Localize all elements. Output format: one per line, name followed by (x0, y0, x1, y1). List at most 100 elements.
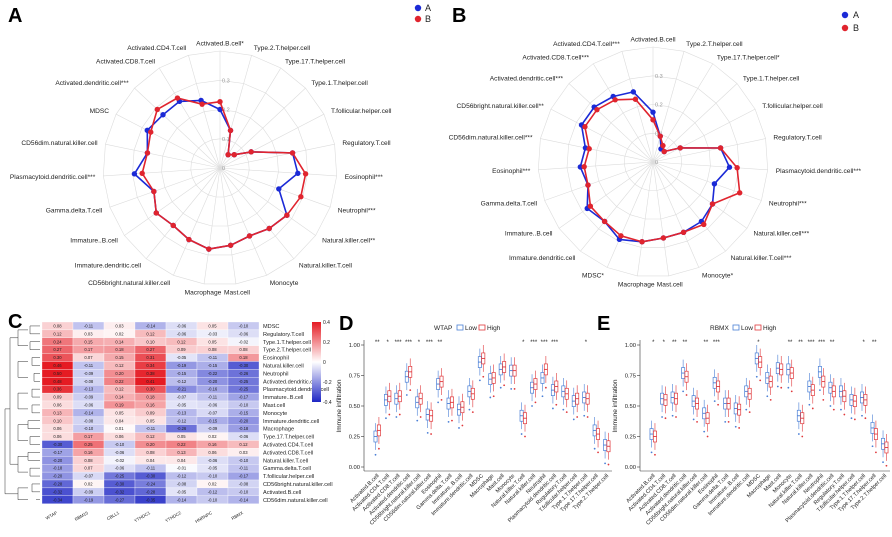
radar-axis-label: Natural.killer.cell*** (753, 230, 809, 237)
radar-axis-label: T.follicular.helper.cell (331, 108, 392, 115)
heatmap-cell-value: -0.06 (208, 402, 218, 407)
dendrogram-branch (29, 341, 40, 350)
legend-label-b: B (425, 14, 431, 24)
radar-spoke (540, 138, 654, 163)
dendrogram-branch (27, 452, 40, 461)
heatmap-row-label: Immature.dendritic.cell (263, 419, 319, 425)
radar-axis-label: Plasmacytoid.dendritic.cell*** (776, 168, 862, 175)
boxplot-y-tick-label: 0.50 (625, 404, 636, 410)
dendrogram-branch (33, 373, 40, 382)
heatmap-cell-value: 0.13 (53, 410, 62, 415)
panel-label-c: C (8, 311, 22, 333)
heatmap-cell-value: 0.03 (239, 450, 248, 455)
heatmap-row-label: Type.2.T.helper.cell (263, 348, 311, 354)
radar-spoke (637, 161, 654, 276)
radar-point-B (174, 95, 181, 101)
radar-series-line-A (133, 99, 299, 250)
radar-grid-ring (132, 79, 308, 256)
radar-point-B (148, 129, 154, 135)
legend-dot-a (841, 11, 849, 19)
radar-point-B (618, 233, 624, 239)
radar-point-A (276, 186, 282, 192)
heatmap-cell-value: -0.08 (239, 481, 249, 486)
radar-axis-label: Activated.CD4.T.cell (127, 45, 187, 52)
radar-point-B (639, 239, 645, 245)
heatmap-cell-value: -0.30 (146, 474, 156, 479)
boxplot-outlier-low (787, 386, 790, 389)
boxplot-outlier-low (797, 433, 800, 435)
boxplot-significance: *** (808, 340, 816, 346)
radar-spoke (652, 161, 669, 276)
heatmap-cell-value: 0.18 (146, 395, 155, 400)
heatmap-cell-value: -0.08 (84, 418, 94, 423)
heatmap-row-label: Gamma.delta.T.cell (263, 466, 311, 472)
radar-spoke (219, 55, 252, 169)
boxplot-outlier-low (829, 405, 832, 407)
radar-axis-label: Regulatory.T.cell (342, 140, 391, 147)
radar-point-B (660, 142, 666, 149)
boxplot-outlier-high (378, 447, 380, 450)
heatmap-cell-value: -0.12 (177, 418, 187, 423)
heatmap-row-label: Activated.CD8.T.cell (263, 450, 313, 456)
boxplot-outlier-high (440, 399, 443, 401)
radar-spoke (203, 167, 221, 284)
heatmap-cell-value: -0.19 (84, 497, 94, 502)
radar-point-B (657, 133, 663, 139)
radar-spoke (219, 167, 295, 259)
radar-axis-label: MDSC* (582, 272, 604, 279)
legend-label-b: B (853, 23, 859, 33)
heatmap-cell-value: 0.06 (53, 402, 62, 407)
heatmap-cell-value: 0.05 (115, 410, 124, 415)
boxplot-e: RBMX Low High 0.00 0.25 0.50 0.75 1.00 Immune in… (612, 324, 890, 527)
heatmap-row-label: Immature..B.cell (263, 395, 303, 401)
radar-point-B (225, 151, 231, 158)
boxplot-significance: * (386, 340, 389, 346)
boxplot-significance: ** (437, 340, 442, 346)
heatmap-color-bar (312, 322, 321, 402)
heatmap-cell-value: -0.15 (208, 418, 218, 423)
dendrogram-branch (31, 357, 40, 366)
radar-point-B (151, 188, 157, 195)
radar-ring-tick: 0.3 (222, 78, 230, 84)
boxplot-outlier-low (458, 427, 460, 429)
heatmap-cell-value: -0.05 (177, 355, 187, 360)
heatmap-row-label: Natural.killer.T.cell (263, 458, 308, 464)
radar-spoke (219, 167, 237, 284)
boxplot-outlier-low (692, 418, 695, 421)
heatmap-cell-value: -0.06 (115, 466, 125, 471)
boxplot-outlier-high (503, 384, 506, 387)
boxplot-significance: ** (788, 340, 793, 346)
radar-axis-label: Type.2.T.helper.cell (686, 41, 743, 48)
heatmap-cell-value: 0.19 (115, 402, 124, 407)
radar-axis-label: CD56dim.natural.killer.cell (21, 140, 98, 147)
heatmap-cell-value: 0.36 (53, 387, 62, 392)
radar-spoke (219, 167, 316, 236)
boxplot-outlier-high (555, 403, 558, 406)
heatmap-cell-value: -0.10 (84, 426, 94, 431)
heatmap-cell-value: -0.13 (84, 387, 94, 392)
heatmap-cell-value: 0.18 (239, 355, 248, 360)
heatmap-scale-tick: 0.2 (323, 340, 330, 346)
boxplot-outlier-high (885, 464, 888, 467)
boxplot-outlier-low (871, 445, 874, 448)
radar-spoke (652, 161, 768, 171)
boxplot-outlier-low (671, 414, 674, 417)
heatmap-row-label: Activated.dendritic.cell (263, 379, 319, 385)
boxplot-outlier-high (832, 408, 835, 411)
radar-point-B (601, 218, 608, 225)
heatmap-cell-value: -0.19 (177, 363, 187, 368)
heatmap-cell-value: -0.14 (177, 497, 187, 502)
heatmap-cell-value: -0.32 (115, 489, 125, 494)
boxplot-significance: *** (426, 340, 434, 346)
legend-dot-a (414, 4, 422, 12)
heatmap-cell-value: -0.06 (177, 323, 187, 328)
legend-key-low (456, 324, 464, 331)
heatmap-row-label: T.follicular.helper.cell (263, 474, 314, 480)
boxplot-significance: * (522, 340, 525, 346)
radar-axis-label: Regulatory.T.cell (773, 134, 822, 141)
boxplot-y-tick-label: 0.25 (349, 435, 360, 441)
boxplot-outlier-low (755, 375, 758, 378)
radar-point-A (630, 89, 637, 95)
radar-point-B (582, 124, 588, 130)
dendrogram-branch (31, 483, 40, 493)
